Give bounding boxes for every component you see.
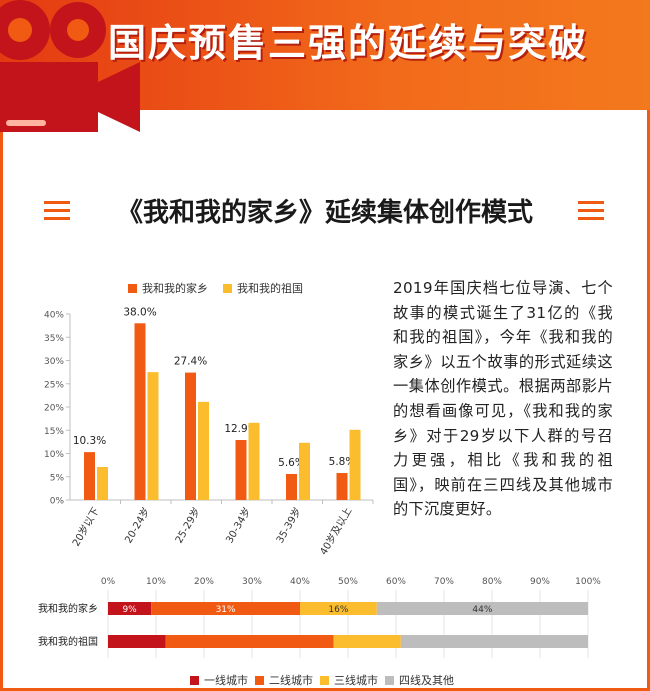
city-tier-stacked-chart: 0% 10% 20% 30% 40% 50% 60% 70% 80% 90% 100% 我和我的家乡 9… xyxy=(38,577,601,658)
x-tick-label: 20-24岁 xyxy=(122,505,153,545)
row-label: 我和我的家乡 xyxy=(38,602,98,615)
legend-swatch xyxy=(320,675,329,685)
legend-swatch xyxy=(190,675,199,685)
x-tick-label: 50% xyxy=(338,577,358,587)
bar xyxy=(97,466,108,500)
data-label: 10.3% xyxy=(73,435,106,447)
bar xyxy=(147,372,159,500)
bar xyxy=(185,372,196,500)
y-tick-label: 30% xyxy=(44,357,64,367)
x-tick-label: 25-29岁 xyxy=(172,505,203,545)
bar-segment xyxy=(376,602,588,615)
y-tick-label: 25% xyxy=(44,380,64,390)
row-label: 我和我的祖国 xyxy=(38,635,98,648)
x-tick-label: 80% xyxy=(482,577,502,587)
y-tick-label: 15% xyxy=(44,427,64,437)
tier-chart-legend: 一线城市 二线城市 三线城市 四线及其他 xyxy=(190,672,490,688)
menu-lines-icon xyxy=(578,201,604,220)
legend-label: 我和我的祖国 xyxy=(237,282,303,295)
x-tick-label: 60% xyxy=(386,577,406,587)
x-tick-label: 20岁以下 xyxy=(69,505,102,549)
data-label: 5.6% xyxy=(278,457,305,469)
x-tick-label: 35-39岁 xyxy=(273,505,304,545)
bar-segment xyxy=(400,635,588,648)
bar xyxy=(299,442,310,500)
age-chart-legend: 我和我的家乡 我和我的祖国 xyxy=(128,280,388,296)
bar-segment xyxy=(300,602,377,615)
y-tick-label: 40% xyxy=(44,311,64,321)
page-title: 国庆预售三强的延续与突破 xyxy=(108,21,589,65)
x-tick-label: 30-34岁 xyxy=(223,505,254,545)
description-paragraph: 2019年国庆档七位导演、七个故事的模式诞生了31亿的《我和我的祖国》，今年《我… xyxy=(393,279,613,519)
legend-item: 我和我的祖国 xyxy=(223,280,303,296)
x-tick-label: 70% xyxy=(434,577,454,587)
x-tick-label: 40% xyxy=(290,577,310,587)
legend-label: 四线及其他 xyxy=(399,674,454,687)
bar xyxy=(198,401,209,500)
legend-item: 一线城市 xyxy=(190,672,248,688)
bar-segment xyxy=(165,635,334,648)
age-bar-chart: 0% 5% 10% 15% 20% 25% 30% 35% 40% 10.3% 20岁以下 38.0%… xyxy=(44,306,374,556)
bar xyxy=(84,452,95,500)
data-label: 27.4% xyxy=(174,356,207,368)
legend-swatch xyxy=(128,283,137,293)
legend-item: 四线及其他 xyxy=(385,672,454,688)
x-tick-label: 0% xyxy=(101,577,116,587)
bar xyxy=(349,429,361,500)
legend-item: 我和我的家乡 xyxy=(128,280,208,296)
y-tick-label: 35% xyxy=(44,334,64,344)
x-tick-label: 100% xyxy=(575,577,601,587)
film-camera-icon xyxy=(0,0,140,132)
y-tick-label: 20% xyxy=(44,404,64,414)
bar-segment xyxy=(108,602,152,615)
y-tick-label: 10% xyxy=(44,450,64,460)
x-tick-label: 40岁及以上 xyxy=(317,505,355,556)
bar xyxy=(235,440,247,500)
legend-item: 三线城市 xyxy=(320,672,378,688)
bar-segment xyxy=(333,635,401,648)
section-title: 《我和我的家乡》延续集体创作模式 xyxy=(116,198,533,228)
x-tick-label: 30% xyxy=(242,577,262,587)
menu-lines-icon xyxy=(44,201,70,220)
y-tick-label: 5% xyxy=(50,473,65,483)
header-banner: 国庆预售三强的延续与突破 xyxy=(0,0,650,132)
segment-label: 16% xyxy=(328,605,348,615)
legend-swatch xyxy=(223,283,232,293)
data-label: 38.0% xyxy=(123,306,156,318)
x-tick-label: 20% xyxy=(194,577,214,587)
legend-label: 一线城市 xyxy=(204,674,248,687)
x-tick-label: 10% xyxy=(146,577,166,587)
bar xyxy=(336,473,348,500)
x-tick-label: 90% xyxy=(530,577,550,587)
legend-label: 二线城市 xyxy=(269,674,313,687)
section-heading: 《我和我的家乡》延续集体创作模式 xyxy=(0,188,650,236)
legend-label: 我和我的家乡 xyxy=(142,282,208,295)
legend-swatch xyxy=(385,675,394,685)
data-label: 5.8% xyxy=(329,456,356,468)
bar xyxy=(134,323,146,500)
bar xyxy=(286,473,297,500)
bar-segment xyxy=(108,635,166,648)
legend-swatch xyxy=(255,675,264,685)
bar xyxy=(248,422,260,500)
legend-label: 三线城市 xyxy=(334,674,378,687)
bar-segment xyxy=(151,602,300,615)
y-tick-label: 0% xyxy=(50,497,65,507)
segment-label: 31% xyxy=(216,605,236,615)
segment-label: 9% xyxy=(122,605,137,615)
legend-item: 二线城市 xyxy=(255,672,313,688)
segment-label: 44% xyxy=(472,605,492,615)
